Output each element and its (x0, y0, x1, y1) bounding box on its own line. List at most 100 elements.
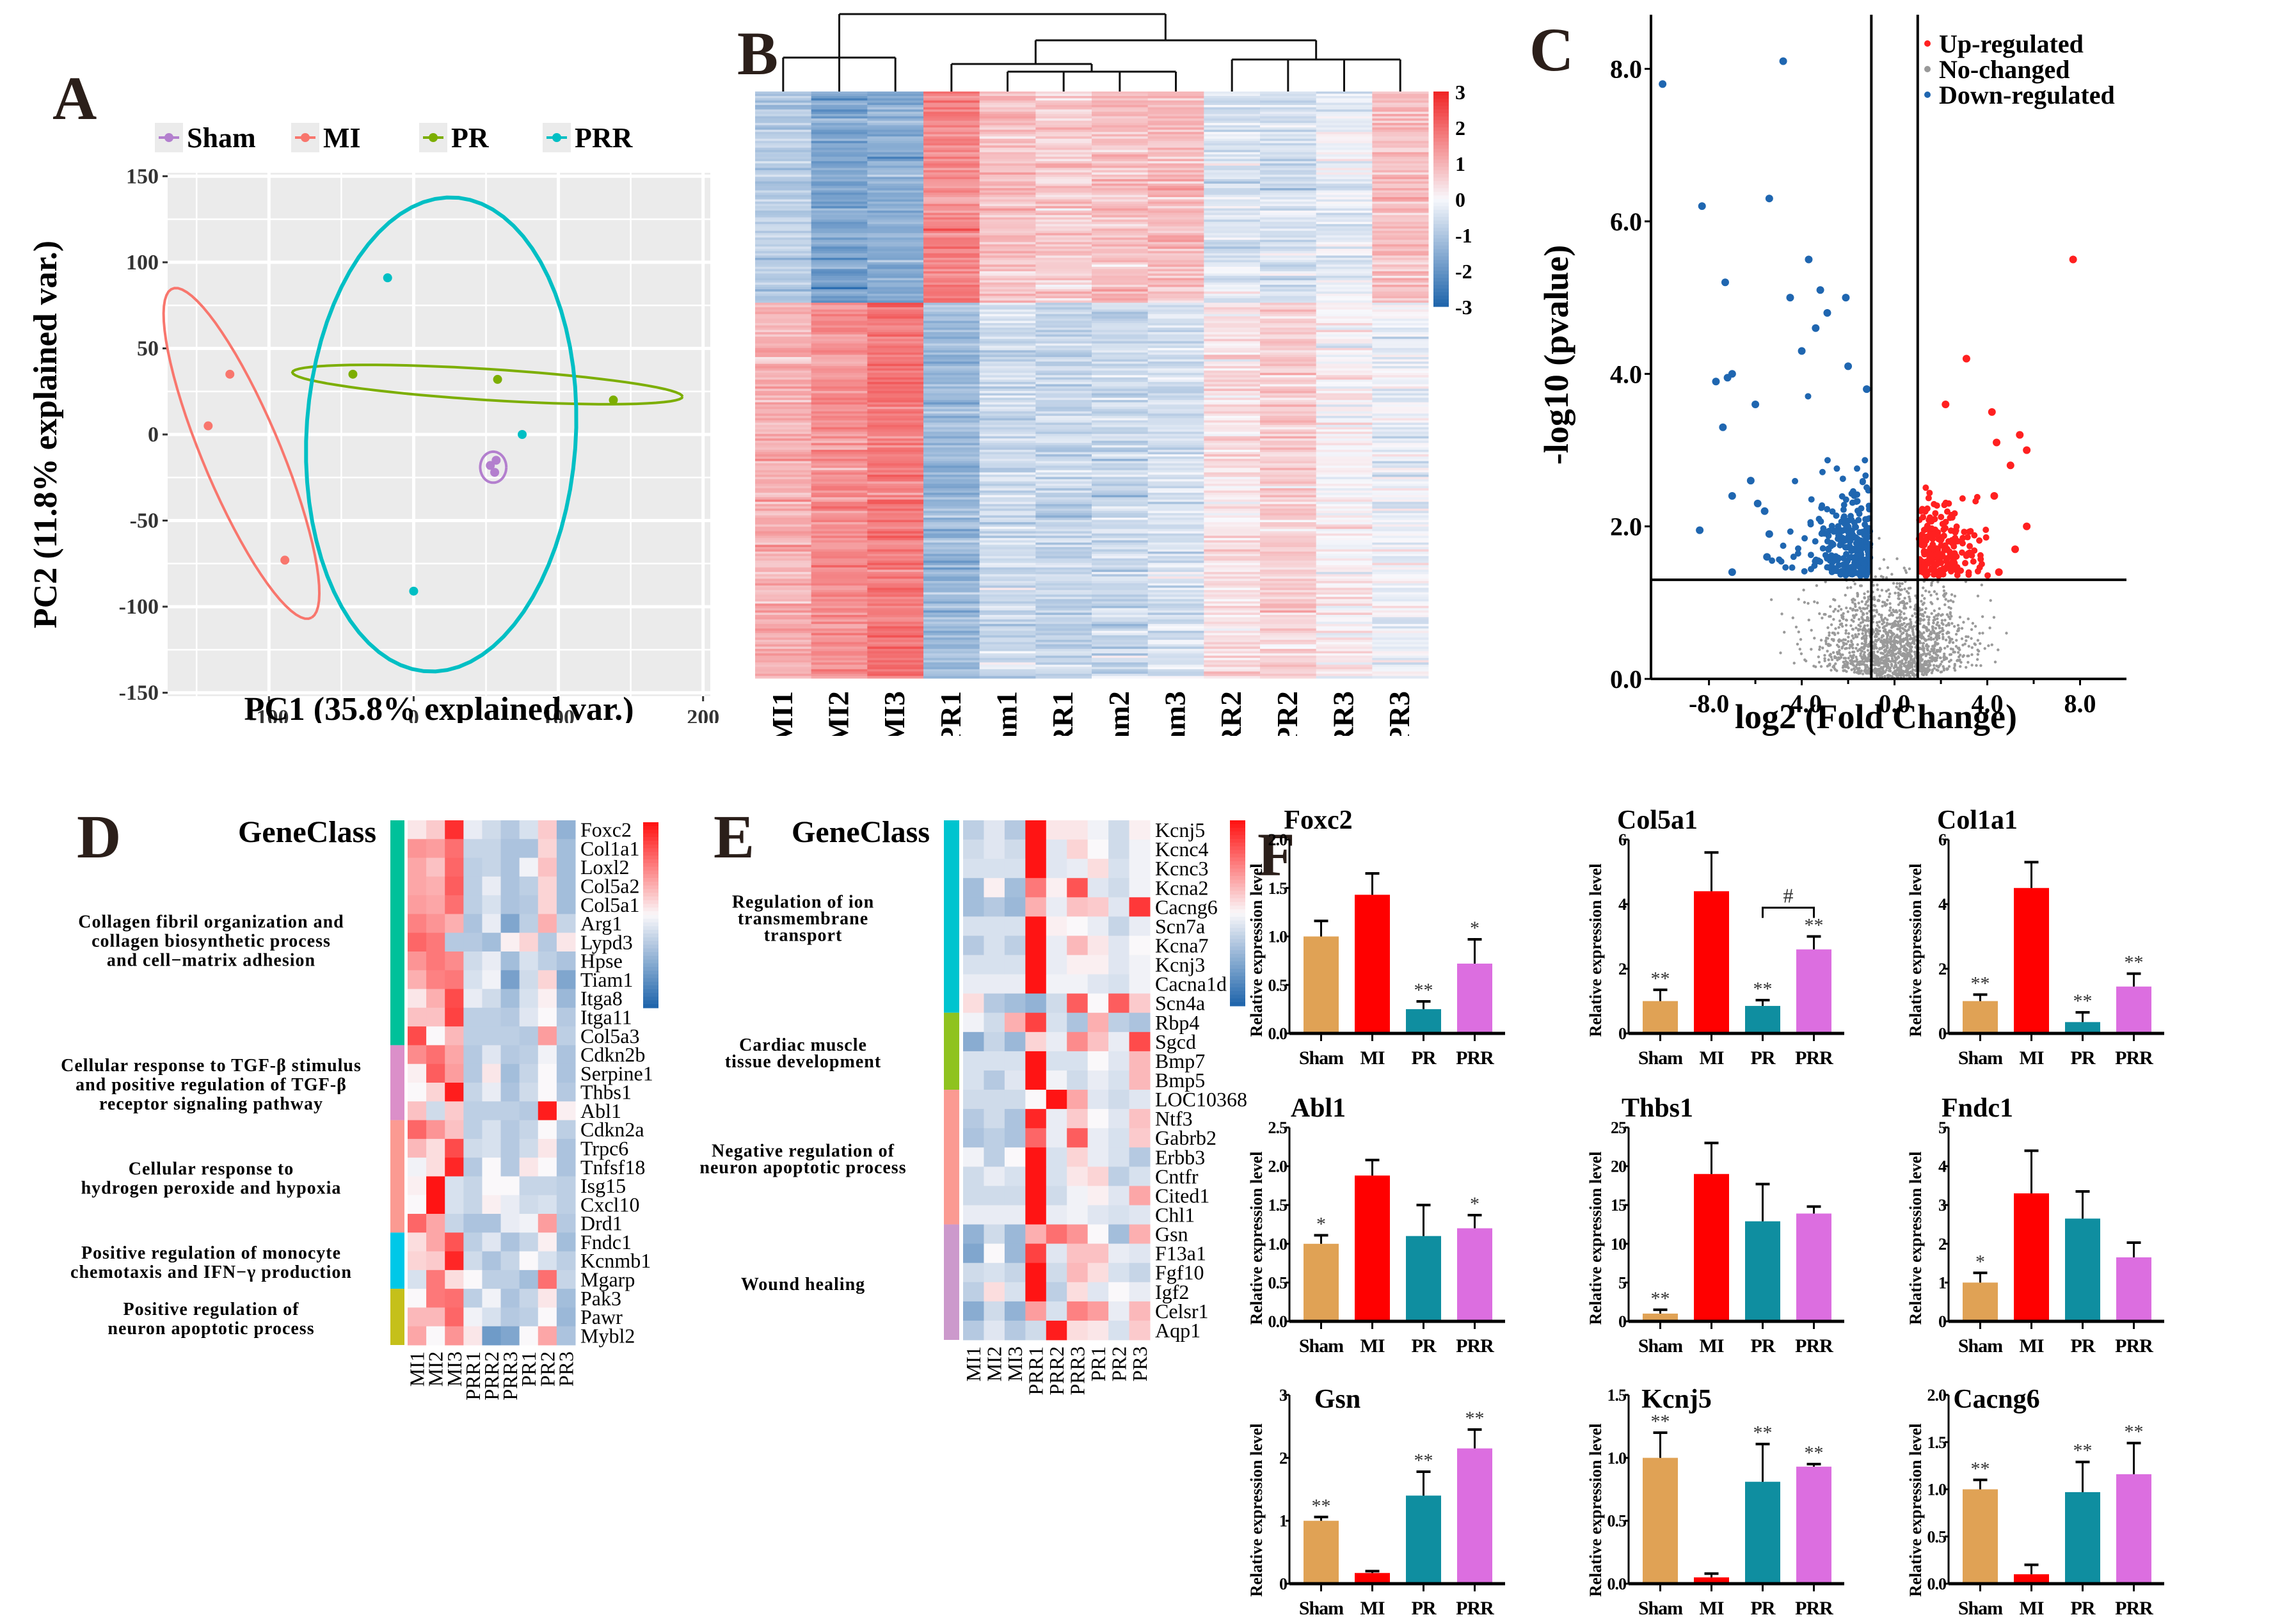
heatmap-cell (1372, 386, 1429, 389)
heatmap-cell (811, 174, 868, 177)
heatmap-cell (1035, 440, 1092, 443)
heatmap-cell (1035, 655, 1092, 658)
heatmap-cell (755, 285, 812, 288)
heatmap-cell (1147, 141, 1204, 144)
heatmap-cell (811, 583, 868, 586)
heatmap-cell (1316, 159, 1373, 162)
heatmap-cell (923, 495, 980, 498)
heatmap-cell (811, 459, 868, 462)
no-changed-point (1894, 591, 1897, 595)
heatmap-cell (1372, 154, 1429, 157)
heatmap-cell (811, 393, 868, 396)
heatmap-cell (923, 141, 980, 144)
heatmap-cell (979, 305, 1036, 308)
heatmap-cell (1092, 136, 1149, 139)
heatmap-cell (1316, 318, 1373, 321)
heatmap-cell (867, 215, 924, 218)
heatmap-cell (1316, 350, 1373, 353)
heatmap-cell (867, 513, 924, 516)
no-changed-point (1885, 662, 1888, 665)
heatmap-cell (1372, 612, 1429, 616)
heatmap-cell (755, 366, 812, 369)
no-changed-point (1921, 644, 1925, 648)
heatmap-cell (811, 454, 868, 458)
heatmap-cell (1147, 562, 1204, 566)
heatmap-cell (923, 321, 980, 324)
heatmap-cell (1204, 644, 1261, 648)
heatmap-cell (811, 490, 868, 493)
no-changed-point (1890, 635, 1893, 639)
heatmap-cell (923, 314, 980, 317)
heatmap-cell (811, 576, 868, 579)
heatmap-cell (755, 316, 812, 319)
heatmap-cell (867, 181, 924, 184)
heatmap-cell (923, 545, 980, 548)
no-changed-point (1935, 623, 1938, 626)
no-changed-point (1965, 635, 1968, 639)
heatmap-cell (811, 592, 868, 595)
heatmap-cell (1092, 294, 1149, 297)
heatmap-cell (867, 633, 924, 636)
heatmap-cell (1035, 612, 1092, 616)
heatmap-cell (1316, 461, 1373, 464)
heatmap-cell (923, 617, 980, 620)
heatmap-cell (1204, 533, 1261, 536)
heatmap-cell (1372, 590, 1429, 593)
point-pr (348, 369, 358, 379)
heatmap-cell (923, 388, 980, 392)
no-changed-point (1976, 639, 1980, 642)
heatmap-cell (1092, 667, 1149, 670)
no-changed-point (1856, 609, 1859, 612)
heatmap-cell (1316, 472, 1373, 475)
heatmap-cell (1260, 425, 1317, 428)
heatmap-cell (1372, 596, 1429, 600)
heatmap-cell (1204, 580, 1261, 584)
heatmap-cell (755, 594, 812, 598)
heatmap-cell (1260, 278, 1317, 281)
no-changed-point (1894, 648, 1898, 651)
heatmap-cell (1147, 456, 1204, 459)
no-changed-point (1935, 664, 1938, 667)
no-changed-point (1830, 623, 1833, 626)
heatmap-cell (867, 337, 924, 340)
heatmap-cell (1204, 626, 1261, 629)
heatmap-cell (1035, 626, 1092, 629)
colorbar-swatch (1433, 271, 1449, 275)
heatmap-cell (867, 508, 924, 511)
heatmap-cell (1204, 172, 1261, 175)
heatmap-cell (1372, 322, 1429, 326)
heatmap-cell (1147, 596, 1204, 600)
heatmap-cell (1092, 628, 1149, 632)
heatmap-cell (867, 529, 924, 532)
heatmap-cell (1372, 235, 1429, 238)
heatmap-cell (1204, 116, 1261, 119)
heatmap-cell (1092, 454, 1149, 458)
heatmap-cell (1092, 504, 1149, 507)
heatmap-cell (867, 150, 924, 153)
heatmap-cell (1204, 239, 1261, 243)
heatmap-cell (755, 303, 812, 306)
heatmap-cell (1204, 506, 1261, 509)
heatmap-cell (923, 109, 980, 113)
heatmap-cell (923, 172, 980, 175)
heatmap-cell (979, 542, 1036, 545)
no-changed-point (1846, 610, 1850, 614)
heatmap-cell (1204, 418, 1261, 421)
no-changed-point (1852, 637, 1855, 640)
heatmap-cell (979, 569, 1036, 573)
heatmap-cell (1204, 565, 1261, 568)
heatmap-cell (1092, 664, 1149, 667)
heatmap-cell (755, 370, 812, 374)
no-changed-point (1922, 647, 1926, 650)
colorbar-swatch (1433, 163, 1449, 168)
heatmap-cell (1035, 363, 1092, 367)
heatmap-cell (1204, 434, 1261, 437)
heatmap-cell (923, 612, 980, 616)
heatmap-cell (755, 531, 812, 534)
no-changed-point (1899, 647, 1902, 651)
heatmap-cell (1260, 587, 1317, 591)
heatmap-cell (1204, 511, 1261, 514)
heatmap-cell (979, 145, 1036, 148)
heatmap-cell (1316, 143, 1373, 146)
heatmap-cell (1035, 212, 1092, 216)
